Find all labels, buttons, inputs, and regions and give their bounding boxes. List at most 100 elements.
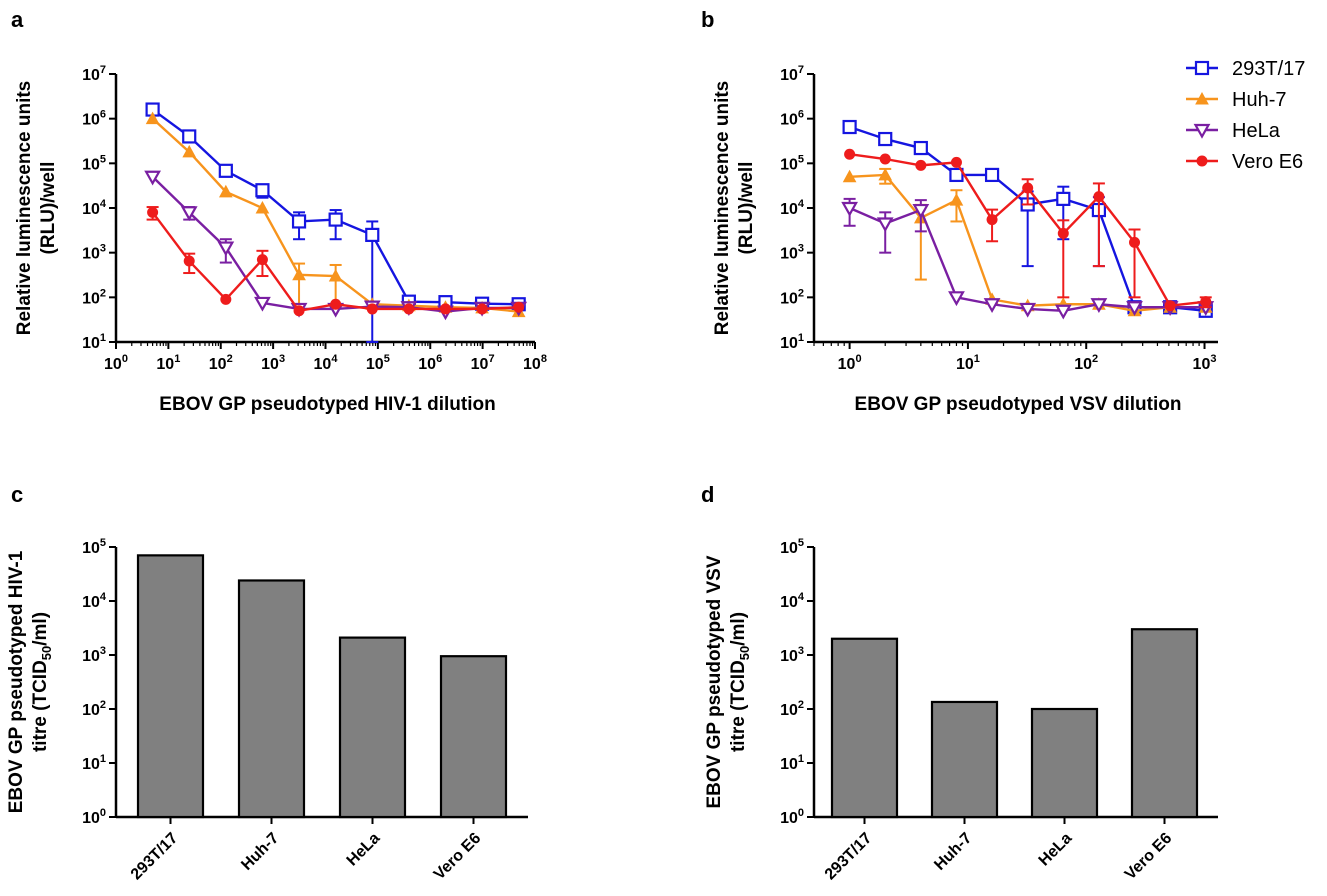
y-tick-label: 101 <box>780 332 804 352</box>
legend-marker <box>1194 60 1210 76</box>
data-point <box>948 291 965 307</box>
legend-label: Vero E6 <box>1232 151 1303 173</box>
data-point <box>513 301 525 313</box>
data-point <box>1056 191 1071 206</box>
data-point <box>950 156 962 168</box>
panel-letter: b <box>701 7 714 32</box>
x-tick-label: HeLa <box>1036 830 1076 870</box>
legend-item: Vero E6 <box>1186 151 1303 173</box>
data-point <box>218 163 233 178</box>
x-tick-label: 105 <box>366 353 390 373</box>
data-point <box>1090 298 1108 313</box>
data-point <box>145 111 160 125</box>
data-point <box>256 254 268 266</box>
data-point <box>183 255 195 267</box>
data-point <box>912 203 930 219</box>
data-point <box>366 303 378 315</box>
y-tick-label: 105 <box>780 537 804 557</box>
x-tick-label: 100 <box>104 353 128 373</box>
x-axis-title: EBOV GP pseudotyped HIV-1 dilution <box>159 394 495 415</box>
data-point <box>842 169 857 183</box>
y-tick-label: 104 <box>780 198 805 218</box>
y-tick-label: 106 <box>82 109 106 129</box>
y-tick-label: 102 <box>82 699 106 719</box>
bar-huh-7 <box>930 700 999 819</box>
y-tick-label: 100 <box>82 807 106 827</box>
x-tick-label: 293T/17 <box>128 830 182 884</box>
data-point <box>986 214 998 226</box>
x-tick-label: Huh-7 <box>238 830 282 874</box>
bar-hela <box>338 636 407 819</box>
x-tick-label: 103 <box>261 353 285 373</box>
panel-letter: d <box>701 482 714 507</box>
data-point <box>1164 300 1176 312</box>
data-point <box>1093 191 1105 203</box>
bar-hela <box>1030 707 1099 819</box>
y-tick-label: 107 <box>82 64 106 84</box>
bar-vero-e6 <box>1130 628 1199 819</box>
x-axis-title: EBOV GP pseudotyped VSV dilution <box>855 394 1182 415</box>
data-point <box>879 153 891 165</box>
legend-label: 293T/17 <box>1232 58 1305 80</box>
y-tick-label: 105 <box>82 153 106 173</box>
data-point <box>1019 302 1037 318</box>
data-point <box>1022 182 1034 194</box>
data-point <box>984 167 1000 183</box>
data-point <box>328 268 343 282</box>
panel-letter: a <box>11 7 24 32</box>
series-vero-e6 <box>146 206 525 317</box>
panel-c: c 100 101 102 103 104 105 293T/17 Huh-7 HeLa Vero … <box>6 482 528 883</box>
data-point <box>1057 227 1069 239</box>
data-point <box>439 303 451 315</box>
panel-letter: c <box>11 482 23 507</box>
data-point <box>328 212 343 227</box>
data-point <box>217 241 235 257</box>
y-tick-label: 103 <box>82 645 106 665</box>
bar-huh-7 <box>237 579 306 819</box>
data-point <box>841 201 858 217</box>
y-tick-label: 103 <box>82 243 106 263</box>
panel-b: b 101 102 103 104 105 106 107 100 101 102 103 EBOV G… <box>701 7 1218 415</box>
data-point <box>913 140 928 156</box>
x-tick-label: 100 <box>838 353 862 373</box>
y-tick-label: 101 <box>82 332 106 352</box>
data-point <box>983 298 1001 313</box>
x-tick-label: 107 <box>471 353 495 373</box>
x-tick-label: Vero E6 <box>1122 830 1176 884</box>
data-point <box>1126 301 1143 316</box>
data-point <box>291 214 307 229</box>
x-tick-label: 102 <box>209 353 233 373</box>
data-point <box>365 227 380 242</box>
y-tick-label: 106 <box>780 109 804 129</box>
data-point <box>1200 296 1212 308</box>
data-point <box>144 170 161 186</box>
y-axis-title: EBOV GP pseudotyped HIV-1 titre (TCID50/m… <box>6 550 54 813</box>
x-tick-label: 106 <box>418 353 442 373</box>
legend-item: HeLa <box>1186 120 1281 142</box>
y-axis-title: Relative luminescence units (RLU)/well <box>712 81 757 336</box>
x-tick-label: 104 <box>314 353 339 373</box>
data-point <box>949 167 964 183</box>
legend-label: HeLa <box>1232 120 1281 142</box>
x-tick-label: 101 <box>956 353 980 373</box>
data-point <box>254 296 271 312</box>
data-point <box>292 267 306 281</box>
data-point <box>180 206 198 222</box>
y-tick-label: 102 <box>780 287 804 307</box>
data-point <box>293 305 305 317</box>
series-vero-e6 <box>844 148 1212 312</box>
y-tick-label: 105 <box>780 153 804 173</box>
legend-label: Huh-7 <box>1232 89 1286 111</box>
data-point <box>330 298 342 310</box>
data-point <box>218 184 233 198</box>
y-axis-title: Relative luminescence units (RLU)/well <box>14 81 59 336</box>
x-tick-label: HeLa <box>344 830 384 870</box>
x-tick-label: Vero E6 <box>431 830 485 884</box>
data-point <box>915 159 927 171</box>
legend-marker <box>1195 91 1209 105</box>
y-tick-label: 104 <box>82 591 107 611</box>
y-tick-label: 101 <box>780 753 804 773</box>
data-point <box>403 303 415 315</box>
